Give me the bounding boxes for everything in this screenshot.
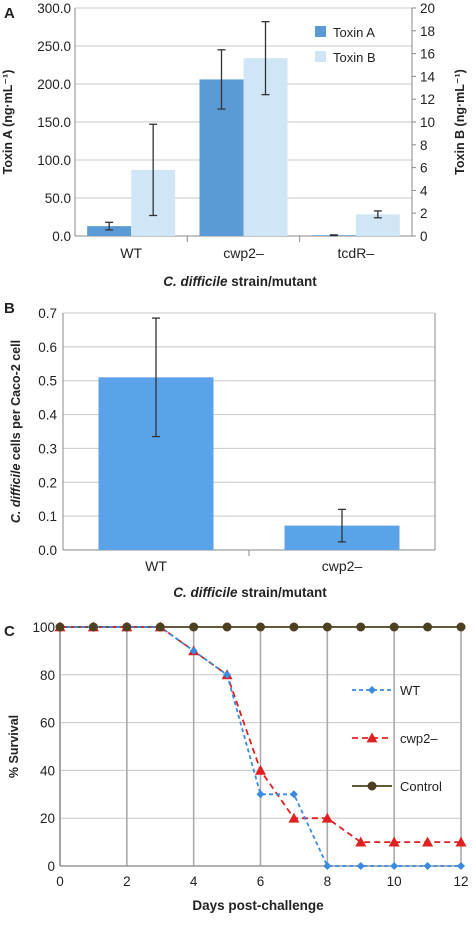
y-tick-label-right: 10 <box>420 115 435 130</box>
x-tick-label: 12 <box>453 874 468 889</box>
legend-label: WT <box>400 683 420 698</box>
y-tick-label-right: 18 <box>420 24 435 39</box>
x-tick-label: 6 <box>257 874 265 889</box>
y-axis-title-left: Toxin A (ng·mL⁻¹) <box>1 70 15 175</box>
marker-wt <box>457 862 465 870</box>
y-tick-label: 0.3 <box>38 441 57 456</box>
bar-toxin-a <box>87 226 132 236</box>
y-tick-label-right: 2 <box>420 206 428 221</box>
marker-control <box>222 622 232 632</box>
marker-wt <box>189 646 198 655</box>
y-tick-label: 0.0 <box>38 543 57 558</box>
y-tick-label: 40 <box>40 763 55 778</box>
y-tick-label: 0.4 <box>38 408 57 423</box>
marker-control <box>322 622 332 632</box>
marker-control <box>256 622 265 632</box>
category-label: WT <box>120 245 142 261</box>
legend-marker-wt <box>368 686 376 694</box>
marker-control <box>88 622 98 632</box>
y-tick-label-left: 0.0 <box>52 229 71 244</box>
x-axis-title: C. difficile strain/mutant <box>173 585 327 600</box>
marker-wt <box>423 862 432 870</box>
y-tick-label-right: 16 <box>420 47 435 62</box>
y-tick-label-right: 4 <box>420 183 428 198</box>
y-tick-label-right: 20 <box>420 1 435 16</box>
legend-marker-cwp2 <box>366 732 378 743</box>
y-tick-label: 100 <box>32 620 55 635</box>
marker-control <box>423 622 433 632</box>
marker-cwp2 <box>355 836 367 847</box>
marker-wt <box>223 670 232 679</box>
x-tick-label: 8 <box>324 874 332 889</box>
y-tick-label-left: 250.0 <box>37 39 71 54</box>
legend-label: Control <box>400 779 442 794</box>
legend-marker-control <box>367 781 377 791</box>
legend-label: Toxin B <box>333 50 376 65</box>
y-tick-label: 80 <box>40 668 55 683</box>
marker-control <box>389 622 399 632</box>
x-tick-label: 4 <box>190 874 198 889</box>
y-tick-label-left: 150.0 <box>37 115 71 130</box>
y-tick-label: 0.2 <box>38 475 57 490</box>
y-tick-label: 0.6 <box>38 340 57 355</box>
y-tick-label: 60 <box>40 716 55 731</box>
y-tick-label-right: 14 <box>420 69 436 84</box>
marker-wt <box>390 862 399 870</box>
x-tick-label: 10 <box>387 874 402 889</box>
y-axis-title-right: Toxin B (ng·mL⁻¹) <box>453 69 467 175</box>
y-axis-title: C. difficile cells per Caco-2 cell <box>9 340 23 523</box>
marker-control <box>456 622 466 632</box>
marker-cwp2 <box>255 764 266 775</box>
y-tick-label: 0.1 <box>38 509 57 524</box>
x-axis-title: C. difficile strain/mutant <box>163 274 317 289</box>
y-tick-label: 0.5 <box>38 374 57 389</box>
category-label: tcdR– <box>338 245 375 261</box>
panel-a: A 0.0 50.0 100.0 150.0 200.0 250.0 300.0 0 2 4 6 8 10… <box>1 1 467 289</box>
marker-control <box>189 622 199 632</box>
panel-b: B 0.0 0.1 0.2 0.3 0.4 0.5 0.6 0.7 WT cwp2– C. diffi… <box>4 300 436 600</box>
marker-wt <box>356 862 365 870</box>
y-tick-label-right: 0 <box>420 229 428 244</box>
panel-letter-a: A <box>4 5 15 22</box>
y-tick-label-right: 12 <box>420 92 435 107</box>
category-label: cwp2– <box>322 558 363 574</box>
marker-wt <box>323 862 332 870</box>
y-tick-label: 0 <box>47 859 55 874</box>
marker-control <box>356 622 366 632</box>
panel-letter-b: B <box>4 300 15 317</box>
panel-letter-c: C <box>4 623 15 640</box>
legend-swatch-toxin-b <box>315 51 326 62</box>
marker-wt <box>289 790 298 799</box>
y-tick-label: 0.7 <box>38 306 57 321</box>
x-tick-label: 0 <box>56 874 64 889</box>
marker-cwp2 <box>321 812 333 823</box>
y-tick-label-right: 8 <box>420 138 428 153</box>
marker-cwp2 <box>455 836 467 847</box>
marker-cwp2 <box>388 836 400 847</box>
legend-label: cwp2– <box>400 731 438 746</box>
x-axis-title: Days post-challenge <box>192 898 324 913</box>
category-label: cwp2– <box>223 245 264 261</box>
marker-control <box>122 622 132 632</box>
y-axis-title: % Survival <box>7 715 21 778</box>
legend-label: Toxin A <box>333 25 375 40</box>
y-tick-label-left: 300.0 <box>37 1 71 16</box>
marker-cwp2 <box>288 812 300 823</box>
category-label: WT <box>145 558 167 574</box>
x-tick-label: 2 <box>123 874 131 889</box>
y-tick-label-right: 6 <box>420 161 428 176</box>
y-tick-label-left: 100.0 <box>37 153 71 168</box>
marker-control <box>155 622 165 632</box>
marker-cwp2 <box>422 836 434 847</box>
panel-c: C 0 20 40 60 80 100 0 2 4 6 8 10 12 WT cwp2– Control % Su… <box>4 620 469 913</box>
marker-wt <box>256 790 265 799</box>
y-tick-label-left: 50.0 <box>45 191 71 206</box>
bar-toxin-b <box>355 214 400 236</box>
marker-control <box>289 622 299 632</box>
y-tick-label: 20 <box>40 811 55 826</box>
marker-control <box>55 622 65 632</box>
y-tick-label-left: 200.0 <box>37 77 71 92</box>
legend-swatch-toxin-a <box>315 26 326 37</box>
